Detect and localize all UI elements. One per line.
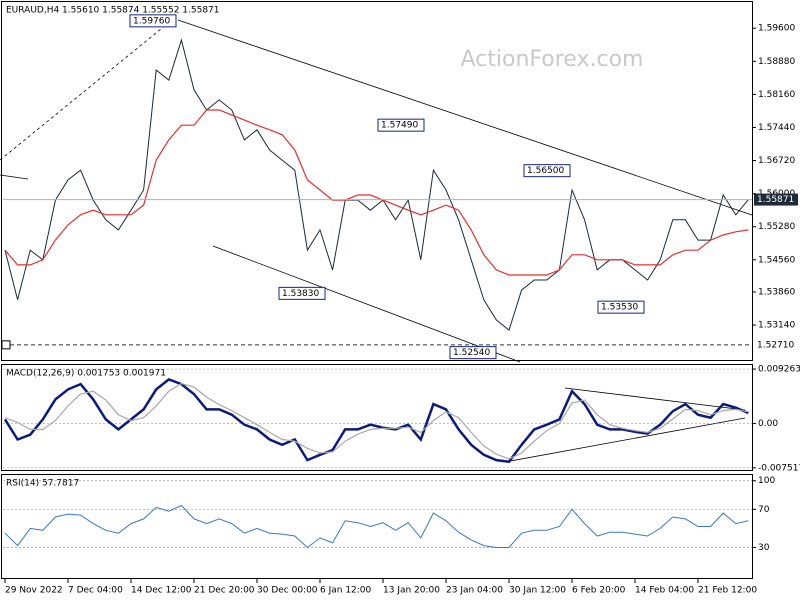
series-line (4, 504, 749, 549)
level-marker (1, 340, 11, 350)
price-panel (1, 1, 753, 361)
x-tick-label: 7 Dec 04:00 (68, 586, 123, 596)
chart-title: EURAUD,H4 1.55610 1.55874 1.55552 1.5587… (6, 6, 220, 16)
series-line (4, 109, 749, 276)
price-annotation (278, 286, 326, 300)
x-tick-label: 21 Feb 12:00 (698, 586, 757, 596)
price-annotation (449, 346, 497, 360)
x-tick-label: 14 Dec 12:00 (131, 586, 192, 596)
y-tick-label: 1.58880 (758, 57, 795, 67)
y-tick-label: 70 (758, 505, 770, 515)
panel-title: RSI(14) 57.7817 (6, 479, 79, 489)
x-tick-label: 13 Jan 20:00 (383, 586, 440, 596)
trend-line (0, 19, 173, 161)
x-tick-label: 29 Nov 2022 (5, 586, 63, 596)
y-tick-label: 1.53140 (758, 321, 795, 331)
y-tick-label: -0.007517 (758, 463, 800, 473)
price-annotation-label: 1.52540 (453, 348, 490, 358)
y-tick-label: 0.00 (758, 419, 778, 429)
series-line (4, 38, 749, 331)
price-annotation-label: 1.53830 (282, 289, 319, 299)
y-tick-label: 100 (758, 476, 775, 486)
x-tick-label: 30 Dec 00:00 (257, 586, 318, 596)
x-tick-label: 6 Jan 12:00 (320, 586, 372, 596)
macd-panel (1, 364, 753, 471)
x-tick-label: 21 Dec 20:00 (194, 586, 255, 596)
y-tick-label: 1.59600 (758, 24, 795, 34)
trend-line (564, 387, 746, 411)
price-tag-label: 1.55871 (757, 195, 794, 205)
series-line (4, 382, 749, 460)
price-annotation (129, 14, 177, 28)
y-tick-label: 1.57440 (758, 123, 795, 133)
price-tag (754, 193, 798, 206)
price-annotation-label: 1.57490 (381, 121, 418, 131)
x-tick-label: 14 Feb 04:00 (635, 586, 694, 596)
x-tick-label: 30 Jan 12:00 (509, 586, 566, 596)
price-annotation (523, 164, 571, 178)
price-annotation (377, 118, 425, 132)
price-annotation (597, 300, 645, 314)
y-tick-label: 30 (758, 543, 770, 553)
y-tick-label: 1.53860 (758, 287, 795, 297)
trend-line (504, 417, 746, 463)
x-tick-label: 6 Feb 20:00 (572, 586, 626, 596)
price-annotation-label: 1.59760 (133, 16, 170, 26)
watermark: ActionForex.com (461, 47, 644, 72)
trend-line (212, 245, 521, 363)
trend-line (0, 174, 29, 180)
y-tick-label: 1.54560 (758, 255, 795, 265)
rsi-panel (1, 474, 753, 579)
panel-title: MACD(12,26,9) 0.001753 0.001971 (6, 369, 166, 379)
x-tick-label: 23 Jan 04:00 (446, 586, 503, 596)
y-tick-label: 1.56720 (758, 156, 795, 166)
trend-line (177, 19, 753, 216)
series-line (3, 377, 749, 464)
level-label: 1.52710 (757, 340, 794, 350)
y-tick-label: 1.55280 (758, 222, 795, 232)
price-annotation-label: 1.56500 (527, 166, 564, 176)
y-tick-label: 1.58160 (758, 90, 795, 100)
price-annotation-label: 1.53530 (601, 303, 638, 313)
y-tick-label: 0.009263 (758, 365, 800, 375)
